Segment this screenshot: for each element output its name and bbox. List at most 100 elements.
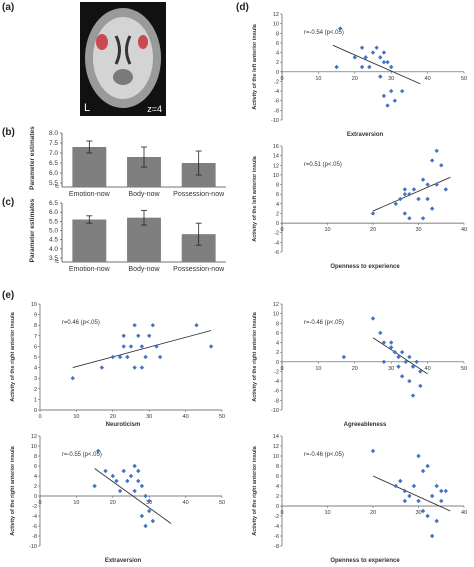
- y-tick-label: 10: [273, 312, 279, 318]
- data-point: [136, 468, 141, 474]
- x-tick-label: 40: [461, 227, 467, 233]
- data-point: [367, 64, 372, 70]
- data-point: [370, 448, 376, 454]
- x-tick-label: 30: [146, 414, 152, 420]
- data-point: [194, 323, 199, 328]
- data-point: [420, 468, 426, 474]
- data-point: [208, 344, 214, 349]
- brain-white-matter-shape: [93, 17, 153, 99]
- x-tick-label: 20: [110, 414, 116, 420]
- y-tick-label: 12: [273, 163, 279, 169]
- y-tick-label: 8: [276, 183, 279, 189]
- data-point: [402, 211, 408, 216]
- data-point: [359, 64, 365, 70]
- y-axis-title: Parameter estimates: [29, 126, 36, 190]
- data-point: [132, 463, 137, 469]
- data-point: [374, 45, 379, 50]
- data-point: [125, 354, 130, 360]
- data-point: [425, 463, 430, 469]
- category-label: Emotion-now: [69, 266, 111, 273]
- data-point: [393, 483, 398, 489]
- y-tick-label: 7: [34, 334, 37, 340]
- data-point: [434, 483, 439, 489]
- y-tick-label: -6: [274, 99, 279, 105]
- right-insula-activation: [138, 35, 148, 49]
- x-tick-label: 20: [110, 500, 116, 506]
- y-tick-label: -2: [32, 504, 37, 510]
- axis-break-mark: ≈: [55, 257, 60, 266]
- data-point: [396, 364, 401, 369]
- y-tick-label: 10: [31, 302, 37, 308]
- data-point: [132, 365, 137, 370]
- x-tick-label: 10: [73, 414, 79, 420]
- y-tick-label: 2: [276, 211, 279, 217]
- data-point: [128, 473, 134, 479]
- correlation-annotation: r=0.46 (p<.05): [62, 320, 100, 326]
- y-tick-label: 10: [31, 444, 37, 450]
- trend-line: [372, 337, 428, 375]
- y-axis-title: Activity of the right anterior insula: [10, 445, 16, 535]
- bar-chart-c: ≈3.5 4.0 4.5 5.0 5.5 6.0 6.5 Parameter estimate…: [29, 198, 226, 273]
- data-point: [150, 518, 156, 524]
- data-point: [393, 201, 398, 207]
- y-tick-label: 5.0: [49, 228, 58, 235]
- y-tick-label: 10: [273, 173, 279, 179]
- x-tick-label: 20: [352, 76, 358, 82]
- data-point: [443, 488, 448, 494]
- data-point: [407, 216, 412, 221]
- data-point: [99, 365, 105, 370]
- data-point: [370, 316, 376, 321]
- data-point: [121, 344, 126, 349]
- trend-line: [72, 330, 212, 369]
- data-point: [139, 483, 145, 489]
- data-point: [117, 488, 123, 494]
- x-tick-label: 20: [370, 510, 376, 516]
- x-tick-label: 40: [461, 510, 467, 516]
- category-label: Body-now: [128, 266, 160, 273]
- data-point: [143, 523, 148, 529]
- data-point: [429, 158, 435, 163]
- data-point: [402, 191, 408, 197]
- y-tick-label: 6: [276, 331, 279, 337]
- data-point: [128, 344, 134, 349]
- data-point: [389, 64, 394, 70]
- y-tick-label: 2: [276, 60, 279, 66]
- data-point: [352, 55, 357, 60]
- x-tick-label: 10: [315, 76, 321, 82]
- data-point: [378, 74, 383, 79]
- y-tick-label: 1: [34, 397, 37, 403]
- y-axis-title: Activity of the left anterior insula: [252, 23, 258, 110]
- y-tick-label: 6: [276, 192, 279, 198]
- data-point: [425, 196, 430, 202]
- data-point: [407, 378, 412, 384]
- trend-line: [372, 475, 451, 512]
- axis-break-mark: ≈: [55, 182, 60, 191]
- y-tick-label: -6: [32, 524, 37, 530]
- y-tick-label: 4.0: [49, 246, 58, 253]
- y-tick-label: 6.0: [49, 209, 58, 216]
- y-tick-label: 0: [276, 360, 279, 366]
- data-point: [363, 55, 368, 60]
- data-point: [92, 483, 97, 489]
- trend-line: [372, 176, 451, 212]
- panel-c-label: (c): [2, 197, 15, 208]
- data-point: [143, 354, 148, 360]
- data-point: [338, 26, 343, 31]
- data-point: [132, 323, 137, 328]
- y-tick-label: 8.0: [49, 130, 58, 137]
- x-tick-label: 50: [461, 366, 467, 372]
- y-tick-label: 12: [273, 302, 279, 308]
- data-point: [443, 187, 448, 192]
- data-point: [399, 88, 405, 94]
- y-tick-label: 0: [276, 70, 279, 76]
- y-tick-label: 7.5: [49, 140, 58, 147]
- category-label: Possession-now: [173, 191, 225, 198]
- x-axis-title: Extraversion: [105, 558, 142, 564]
- data-point: [359, 45, 365, 50]
- bar: [72, 147, 107, 187]
- data-point: [110, 354, 115, 360]
- data-point: [157, 354, 163, 360]
- data-point: [139, 365, 145, 370]
- x-tick-label: 0: [280, 510, 283, 516]
